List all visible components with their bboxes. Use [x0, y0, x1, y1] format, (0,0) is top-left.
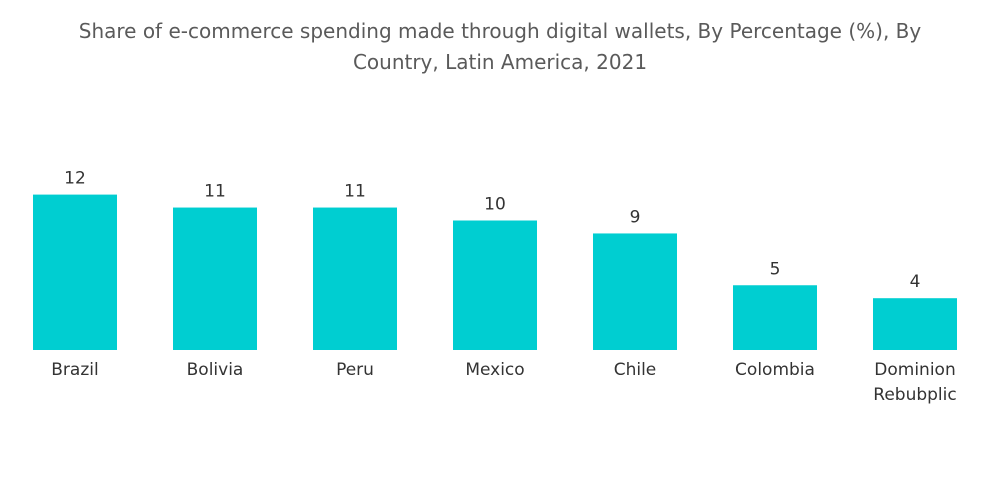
x-tick-label: Colombia — [735, 360, 815, 380]
value-label: 10 — [484, 195, 506, 215]
bar — [453, 220, 537, 350]
x-tick-label: Chile — [613, 360, 657, 380]
chart-title: Share of e-commerce spending made throug… — [78, 19, 922, 74]
value-label: 5 — [770, 259, 781, 279]
x-tick-label: Peru — [336, 360, 374, 380]
bar — [173, 207, 257, 350]
x-tick-label: Brazil — [51, 360, 99, 380]
bar — [33, 194, 117, 350]
bar — [873, 298, 957, 350]
value-label: 12 — [64, 169, 86, 189]
value-label: 11 — [204, 182, 226, 202]
bar — [733, 285, 817, 350]
x-tick-label: Bolivia — [186, 360, 244, 380]
x-tick-label: Mexico — [465, 360, 525, 380]
x-tick-label: Dominion Rebubplic — [873, 360, 957, 405]
value-label: 9 — [630, 207, 641, 227]
bar — [313, 207, 397, 350]
value-label: 4 — [910, 272, 921, 292]
bar — [593, 233, 677, 350]
value-label: 11 — [344, 182, 366, 202]
